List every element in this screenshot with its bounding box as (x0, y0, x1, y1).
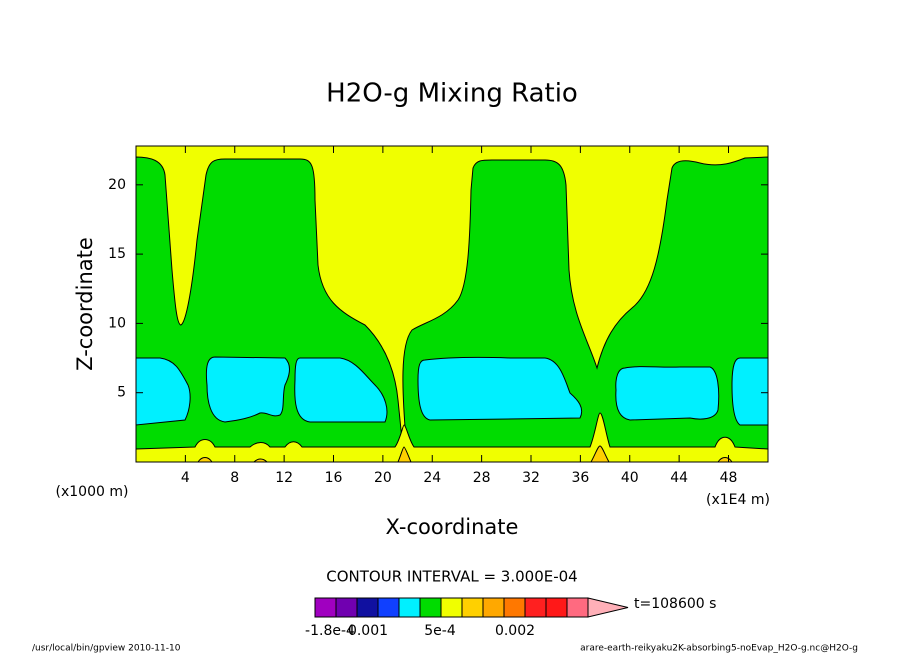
colorbar-swatch (398, 597, 421, 618)
x-tick-label: 20 (374, 470, 392, 486)
contour-region (615, 366, 720, 421)
y-tick-label: 15 (108, 246, 126, 262)
contour-region (135, 412, 769, 463)
colorbar-swatch (566, 597, 589, 618)
x-tick-label: 16 (325, 470, 343, 486)
colorbar-swatch (545, 597, 568, 618)
x-tick-label: 24 (423, 470, 441, 486)
contour-region (205, 356, 290, 423)
colorbar-label: 0.002 (495, 623, 535, 639)
contour-region (731, 357, 769, 426)
colorbar-swatch (482, 597, 505, 618)
footer: /usr/local/bin/gpview 2010-11-10 (32, 644, 181, 654)
x-tick-label: 4 (181, 470, 190, 486)
colorbar-swatch (356, 597, 379, 618)
time-label: t=108600 s (634, 596, 716, 612)
colorbar-swatch (461, 597, 484, 618)
colorbar-label: -1.8e-4 (305, 623, 355, 639)
x-tick-label: 44 (670, 470, 688, 486)
colorbar-swatch (335, 597, 358, 618)
plot-frame (135, 145, 769, 463)
x-tick-label: 48 (720, 470, 738, 486)
colorbar-extension (587, 597, 629, 618)
contour-region (135, 357, 191, 426)
contour-interval: CONTOUR INTERVAL = 3.000E-04 (326, 568, 577, 586)
contour-field (135, 146, 769, 463)
x-tick-label: 36 (571, 470, 589, 486)
axis-unit: (x1E4 m) (706, 492, 770, 508)
colorbar-swatch (419, 597, 442, 618)
colorbar-label: 0.001 (348, 623, 388, 639)
x-tick-label: 28 (473, 470, 491, 486)
colorbar-swatch (440, 597, 463, 618)
colorbar: -1.8e-40.001 5e-4 0.002 (305, 597, 629, 639)
colorbar-swatch (314, 597, 337, 618)
contour-region (294, 357, 388, 423)
x-axis-label: X-coordinate (386, 515, 519, 539)
colorbar-swatch (524, 597, 547, 618)
x-tick-label: 40 (621, 470, 639, 486)
colorbar-swatch (377, 597, 400, 618)
axis-unit: (x1000 m) (56, 484, 129, 500)
y-tick-label: 20 (108, 177, 126, 193)
y-tick-label: 10 (108, 315, 126, 331)
y-axis-label: Z-coordinate (73, 237, 97, 371)
x-tick-label: 12 (275, 470, 293, 486)
contour-region (417, 356, 583, 421)
colorbar-label: 5e-4 (424, 623, 456, 639)
x-tick-label: 8 (230, 470, 239, 486)
x-tick-label: 32 (522, 470, 540, 486)
footer: arare-earth-reikyaku2K-absorbing5-noEvap… (580, 644, 858, 654)
chart-title: H2O-g Mixing Ratio (326, 79, 578, 109)
y-tick-label: 5 (117, 385, 126, 401)
contour-region (197, 445, 733, 463)
colorbar-swatch (503, 597, 526, 618)
